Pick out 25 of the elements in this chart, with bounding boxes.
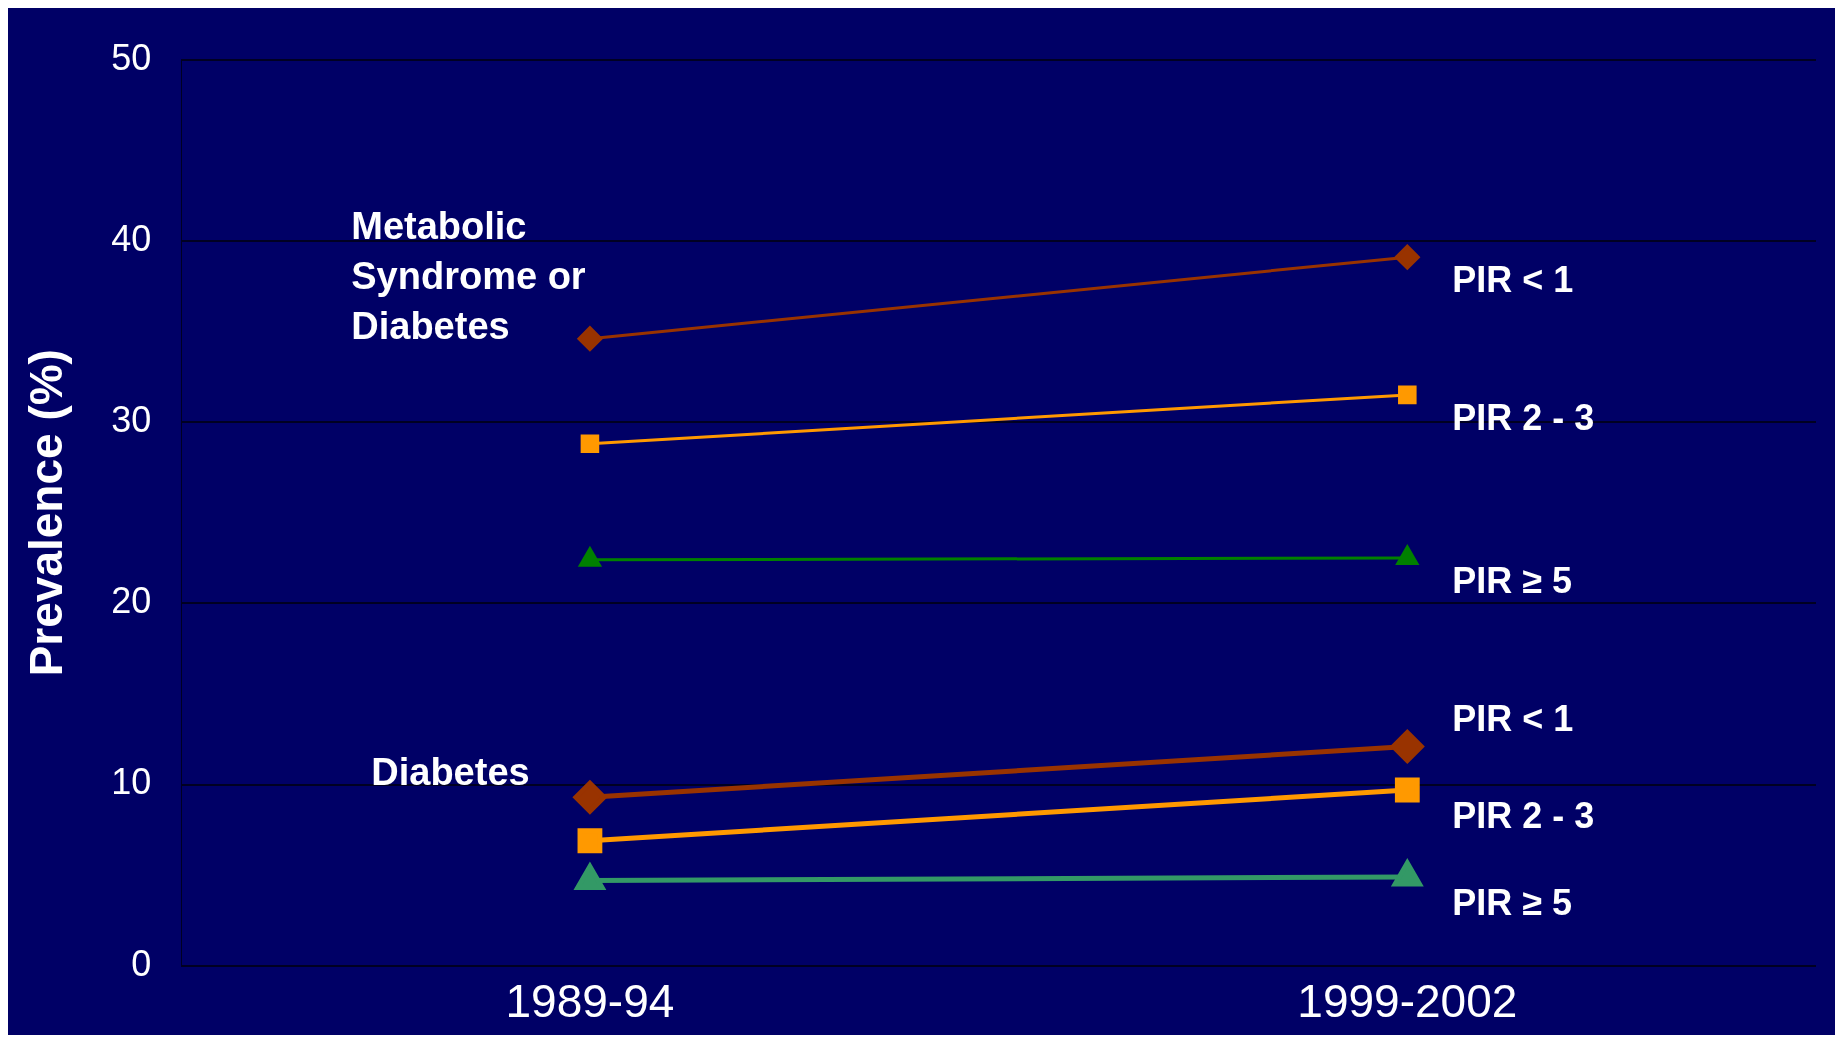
y-tick-label: 20 [111, 580, 152, 622]
series-label: PIR < 1 [1452, 698, 1574, 740]
point [577, 828, 603, 854]
x-tick-label: 1999-2002 [1297, 975, 1518, 1028]
x-tick-label: 1989-94 [505, 975, 675, 1028]
annotation: Metabolic Syndrome or Diabetes [351, 205, 586, 348]
series-label: PIR < 1 [1452, 259, 1574, 301]
series-label: PIR ≥ 5 [1452, 559, 1573, 601]
y-tick-label: 40 [111, 217, 152, 259]
point [1394, 777, 1420, 803]
y-tick-label: 50 [111, 36, 152, 78]
y-tick-label: 30 [111, 399, 152, 440]
series-label: PIR 2 - 3 [1452, 794, 1595, 836]
series-label: PIR ≥ 5 [1452, 881, 1573, 923]
point [577, 326, 603, 352]
y-tick-label: 10 [111, 761, 152, 803]
annotation: Diabetes [371, 751, 530, 794]
point [1390, 730, 1424, 763]
point [580, 434, 600, 454]
point [1398, 385, 1417, 405]
y-axis-title: Prevalence (%) [20, 349, 73, 677]
y-tick-label: 0 [131, 942, 152, 984]
point [1394, 244, 1420, 270]
series-label: PIR 2 - 3 [1452, 396, 1595, 438]
point [573, 780, 607, 814]
